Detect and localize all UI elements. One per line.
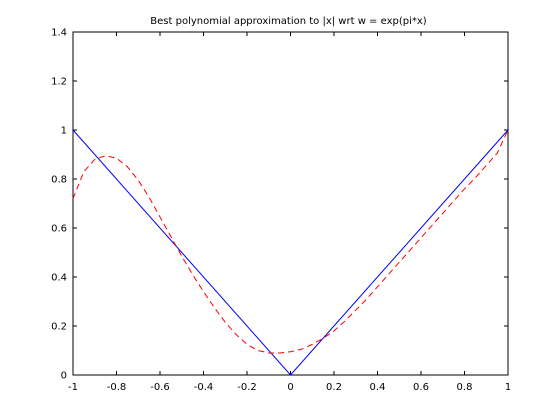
series-line-1 [72,129,509,376]
x-tick-label: -1 [68,382,78,393]
y-tick-label: 0.2 [51,322,67,333]
y-tick-label: 0.8 [51,175,67,186]
x-tick-label: 1 [505,382,511,393]
y-axis-ticks: 0 0.2 0.4 0.6 0.8 1 1.2 1.4 [51,28,508,382]
y-tick-label: 0.4 [51,273,67,284]
series-layer [72,129,509,376]
x-tick-label: 0 [287,382,293,393]
x-tick-label: 0.6 [413,382,429,393]
x-tick-label: 0.8 [457,382,473,393]
y-tick-label: 0 [61,371,67,382]
x-tick-label: -0.6 [150,382,170,393]
x-tick-label: -0.8 [107,382,127,393]
x-tick-label: -0.4 [194,382,214,393]
y-tick-label: 1.2 [51,77,67,88]
chart-title: Best polynomial approximation to |x| wrt… [150,16,427,27]
y-tick-label: 1.4 [51,28,67,39]
x-tick-label: -0.2 [237,382,257,393]
x-tick-label: 0.4 [370,382,386,393]
y-tick-label: 0.6 [51,224,67,235]
x-tick-label: 0.2 [326,382,342,393]
plot-area [72,31,509,376]
y-tick-label: 1 [61,126,67,137]
x-axis-ticks: -1 -0.8 -0.6 -0.4 -0.2 0 0.2 0.4 0.6 0.8 1 [68,32,511,393]
series-line-2 [72,129,509,354]
